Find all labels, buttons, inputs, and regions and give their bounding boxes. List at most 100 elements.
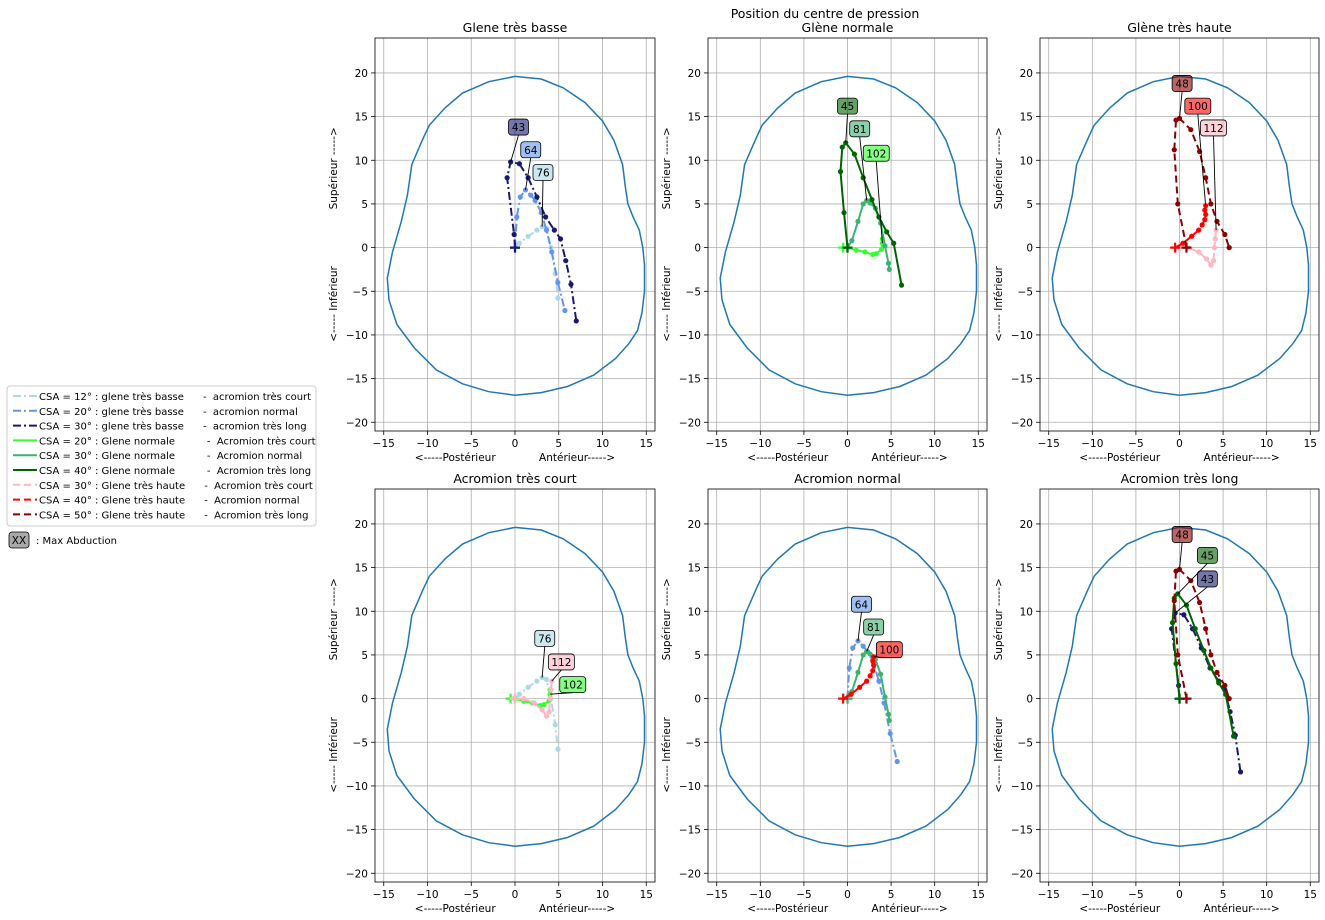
plot-area — [1051, 75, 1310, 396]
series-line-gtb_ac — [514, 225, 559, 299]
series-point-gn_ac — [862, 249, 868, 255]
y-tick-label: 5 — [694, 650, 701, 662]
annotation-label: 48 — [1175, 529, 1188, 541]
x-tick-label: 0 — [512, 438, 519, 450]
series-point-gn_al — [837, 169, 844, 175]
series-point-gth_ac — [1208, 262, 1214, 268]
series-point-gtb_ac — [555, 295, 561, 301]
y-tick-label: 20 — [1020, 68, 1033, 80]
y-tick-label: −10 — [679, 781, 701, 793]
panel-2: −15 −10 −5 0 5 10 15 −20 −15 −10 −5 0 5 10 15 20 <-----P… — [661, 20, 988, 464]
x-tick-label: 15 — [640, 438, 653, 450]
panel-title: Glene très basse — [463, 20, 568, 35]
annotation-leader — [525, 157, 532, 191]
start-marker — [842, 242, 853, 253]
series-point-gn_al — [1230, 733, 1237, 739]
x-tick-label: −10 — [749, 889, 771, 901]
y-axis-label: <----- Inférieur Supérieur -----> — [993, 578, 1005, 793]
annotation-leader — [1213, 135, 1217, 231]
start-marker — [510, 242, 520, 253]
series-point-gtb_an — [860, 643, 866, 649]
y-tick-label: 5 — [361, 650, 368, 662]
series-point-gth_an — [871, 662, 877, 669]
panel-frame — [1039, 37, 1320, 432]
series-point-gtb_al — [511, 231, 517, 238]
y-tick-label: 10 — [355, 155, 368, 167]
series-point-gtb_ac — [552, 722, 558, 728]
y-tick-label: 5 — [1026, 650, 1033, 662]
series-point-gn_al — [1173, 661, 1179, 667]
series-point-gth_al — [1203, 626, 1209, 632]
y-tick-label: 0 — [694, 694, 701, 706]
series-point-gth_an — [1180, 240, 1186, 246]
annotation-leader — [551, 669, 562, 682]
annotation-box — [508, 118, 529, 136]
series-point-gth_al — [1171, 147, 1177, 153]
series-point-gtb_an — [562, 307, 568, 314]
series-point-gtb_ac — [543, 676, 550, 682]
series-point-gth_ac — [548, 687, 554, 693]
glenoid-outline — [719, 75, 978, 396]
annotation-box — [1171, 526, 1193, 543]
panel-3: −15 −10 −5 0 5 10 15 −20 −15 −10 −5 0 5 10 15 20 <-----P… — [993, 20, 1320, 464]
y-tick-label: 10 — [1020, 606, 1033, 618]
series-point-gn_an — [885, 711, 892, 717]
glenoid-outline — [1051, 75, 1310, 396]
y-tick-label: −10 — [1011, 781, 1033, 793]
series-point-gn_al — [898, 282, 905, 288]
y-tick-label: 5 — [1026, 199, 1033, 211]
y-tick-label: −15 — [1011, 374, 1033, 386]
series-point-gtb_al — [534, 194, 540, 200]
x-tick-label: 15 — [972, 438, 985, 450]
series-point-gn_al — [869, 196, 875, 203]
series-line-gth_al — [1173, 117, 1231, 248]
legend-entry-label: CSA = 30° : glene très basse - acromion … — [39, 421, 307, 433]
legend-entry-label: CSA = 20° : Glene normale - Acromion trè… — [39, 435, 316, 447]
series-point-gtb_ac — [555, 746, 561, 752]
series-point-gn_an — [860, 652, 866, 658]
series-line-gtb_an — [846, 640, 899, 762]
y-tick-label: 15 — [688, 563, 701, 575]
legend-entry-label: CSA = 30° : Glene normale - Acromion nor… — [39, 451, 302, 462]
annotation-box — [849, 120, 871, 138]
annotation-leader — [1197, 114, 1207, 206]
series-point-gtb_ac — [534, 678, 540, 684]
series-point-gth_ac — [546, 709, 552, 715]
panel-frame — [707, 488, 988, 883]
series-point-gth_an — [1189, 233, 1195, 239]
y-tick-label: 0 — [361, 243, 368, 255]
x-tick-label: 0 — [844, 889, 851, 901]
y-tick-label: 0 — [694, 243, 701, 255]
annotation-label: 102 — [866, 148, 886, 160]
panel-frame — [374, 488, 656, 883]
panel-frame — [1039, 488, 1320, 883]
x-tick-label: −10 — [416, 438, 438, 450]
series-point-gtb_an — [555, 279, 561, 286]
series-point-gtb_an — [543, 227, 550, 233]
series-point-gn_an — [860, 201, 866, 207]
annotation-box — [863, 618, 885, 636]
y-axis-label: <----- Inférieur Supérieur -----> — [661, 127, 673, 342]
legend-entry-label: CSA = 30° : Glene très haute - Acromion … — [39, 480, 313, 492]
annotation-leader — [541, 646, 546, 678]
series-point-gth_an — [848, 691, 854, 697]
annotation-box — [1197, 546, 1218, 564]
annotation-leader — [845, 114, 848, 143]
series-point-gn_al — [1169, 620, 1176, 626]
start-marker — [510, 693, 520, 704]
plot-area — [386, 75, 646, 396]
series-point-gth_ac — [521, 696, 527, 702]
y-tick-label: 10 — [1020, 155, 1033, 167]
series-point-gth_al — [1214, 218, 1220, 224]
max-abduction-box-label: XX — [12, 535, 26, 547]
series-point-gn_al — [1208, 665, 1214, 671]
series-line-gtb_al — [1170, 612, 1242, 773]
series-point-gn_an — [886, 266, 892, 273]
series-point-gtb_ac — [516, 691, 522, 697]
x-tick-label: 0 — [1176, 889, 1183, 901]
x-tick-label: 5 — [555, 438, 562, 450]
y-tick-label: 20 — [688, 68, 701, 80]
series-point-gth_al — [1196, 599, 1203, 606]
annotation-leader — [1179, 91, 1183, 119]
x-axis-label: <-----Postérieur Antérieur-----> — [415, 452, 615, 464]
